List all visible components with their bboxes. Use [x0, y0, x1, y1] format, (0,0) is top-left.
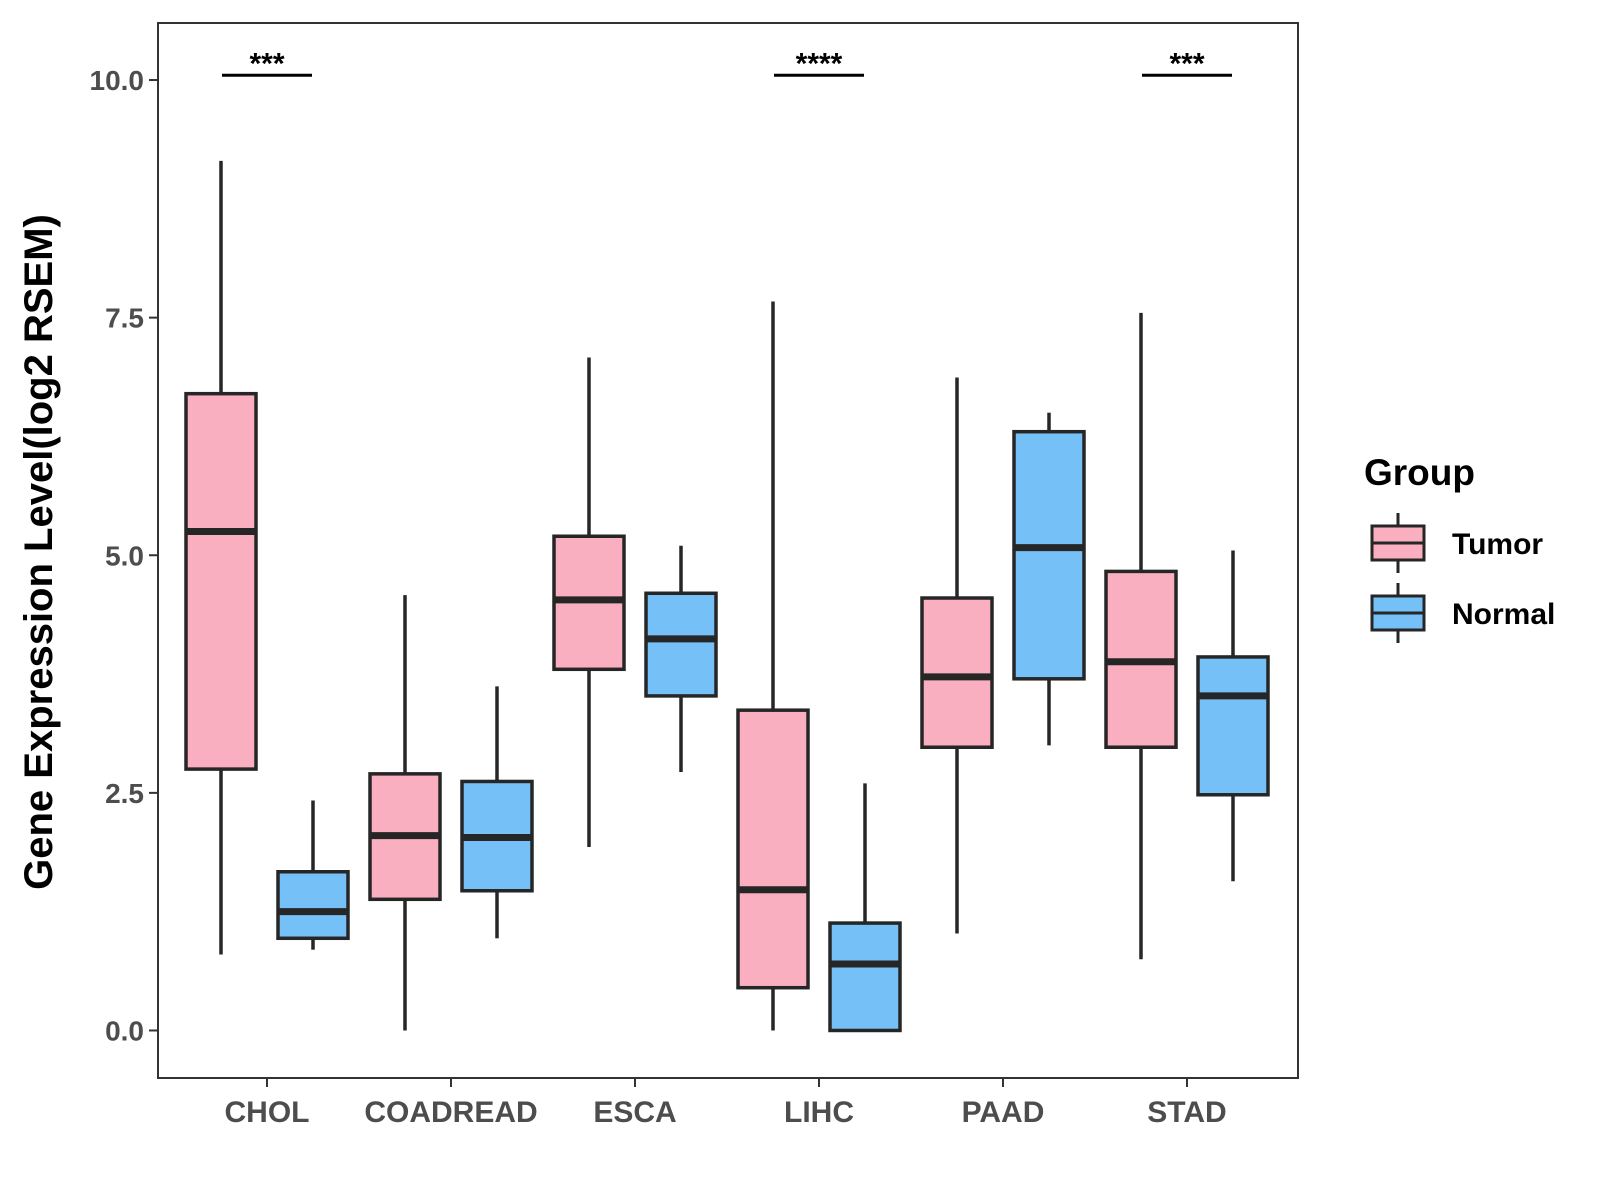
x-tick-label: STAD [1147, 1096, 1226, 1129]
box-normal-lihc [828, 783, 902, 1033]
x-tick-label: PAAD [962, 1096, 1045, 1129]
box-normal-paad [1012, 412, 1086, 746]
iqr-box [828, 921, 902, 1033]
y-tick-label: 10.0 [90, 65, 145, 96]
x-tick-label: LIHC [784, 1096, 854, 1129]
legend-label: Normal [1452, 598, 1555, 631]
box-tumor-esca [552, 357, 626, 848]
legend: Group Tumor Normal [1364, 452, 1555, 643]
box-tumor-lihc [736, 301, 810, 1031]
y-tick-label: 7.5 [105, 303, 144, 334]
iqr-box [1196, 655, 1270, 797]
y-tick-label: 2.5 [105, 778, 144, 809]
box-normal-coadread [460, 686, 534, 939]
box-tumor-paad [920, 377, 994, 934]
axes: 0.0 2.5 5.0 7.5 10.0 CHOL COADREAD ESCA LIHC PAAD… [90, 65, 1227, 1129]
plot-panel-border [157, 22, 1299, 1079]
x-tick-label: COADREAD [364, 1096, 537, 1129]
significance-label: *** [1169, 47, 1204, 80]
x-tick-label: CHOL [225, 1096, 310, 1129]
iqr-box [276, 870, 350, 941]
legend-item-tumor: Tumor [1370, 513, 1543, 573]
y-tick-label: 5.0 [105, 540, 144, 571]
legend-item-normal: Normal [1370, 583, 1555, 643]
iqr-box [920, 596, 994, 749]
significance-label: *** [249, 47, 284, 80]
significance-lihc: **** [774, 47, 864, 80]
box-normal-stad [1196, 550, 1270, 882]
iqr-box [644, 591, 718, 698]
y-tick-label: 0.0 [105, 1015, 144, 1046]
box-tumor-chol [184, 160, 258, 955]
box-tumor-stad [1104, 312, 1178, 960]
iqr-box [184, 391, 258, 771]
box-normal-esca [644, 545, 718, 772]
plot-area: *** **** *** [184, 47, 1270, 1033]
significance-stad: *** [1142, 47, 1232, 80]
iqr-box [1012, 429, 1086, 681]
box-tumor-coadread [368, 595, 442, 1031]
legend-label: Tumor [1452, 528, 1543, 561]
legend-title: Group [1364, 452, 1475, 493]
significance-chol: *** [222, 47, 312, 80]
box-normal-chol [276, 800, 350, 950]
iqr-box [736, 708, 810, 990]
significance-label: **** [796, 47, 843, 80]
y-axis-title: Gene Expression Level(log2 RSEM) [17, 214, 61, 890]
x-tick-label: ESCA [593, 1096, 676, 1129]
